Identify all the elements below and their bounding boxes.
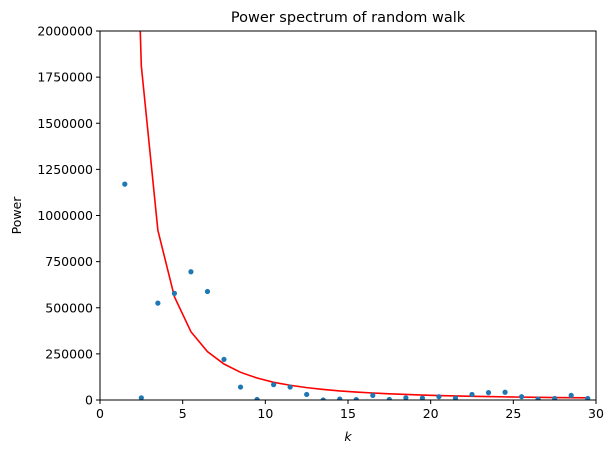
y-tick-label: 1500000 (37, 116, 93, 131)
data-point (386, 396, 392, 400)
data-point (485, 390, 492, 396)
data-point (287, 384, 293, 390)
data-point (237, 384, 244, 390)
data-point (204, 288, 211, 295)
y-tick-label: 750000 (45, 254, 93, 269)
y-tick-label: 2000000 (37, 24, 93, 39)
y-tick-label: 0 (85, 393, 93, 408)
x-tick-label: 20 (423, 406, 439, 421)
y-tick-label: 1250000 (37, 162, 93, 177)
x-axis-ticks: 0 5 10 15 20 25 30 (96, 400, 604, 421)
data-point (519, 394, 525, 400)
plot-area (122, 31, 591, 400)
data-point (320, 397, 326, 400)
y-tick-label: 500000 (45, 300, 93, 315)
data-point (171, 290, 177, 296)
y-tick-label: 1750000 (37, 70, 93, 85)
x-tick-label: 0 (96, 406, 104, 421)
x-tick-label: 10 (257, 406, 273, 421)
data-point (568, 392, 574, 398)
chart-title: Power spectrum of random walk (231, 10, 466, 26)
data-point (254, 396, 260, 400)
y-axis-ticks: 0 250000 500000 750000 1000000 1250000 1500000… (37, 24, 100, 408)
data-point (271, 382, 277, 388)
axes-frame (99, 30, 597, 401)
y-axis-label: Power (9, 196, 24, 235)
x-axis-label: k (344, 429, 352, 444)
data-point (403, 395, 409, 400)
data-point (138, 395, 144, 400)
data-point (304, 391, 310, 398)
data-point (188, 269, 194, 275)
data-point (552, 395, 558, 400)
data-point (436, 394, 442, 400)
data-point (502, 389, 508, 395)
data-point (452, 395, 459, 400)
data-point (419, 395, 425, 400)
fit-line (139, 31, 588, 399)
data-point (337, 396, 343, 400)
data-point (535, 396, 541, 400)
y-tick-label: 1000000 (37, 208, 93, 223)
data-point (585, 395, 591, 400)
x-tick-label: 5 (179, 406, 187, 421)
data-point (155, 300, 161, 306)
data-point (221, 356, 227, 363)
data-point (353, 397, 359, 400)
data-point (469, 391, 475, 398)
y-tick-label: 250000 (45, 346, 93, 361)
data-point (122, 181, 128, 187)
x-tick-label: 15 (340, 406, 356, 421)
data-point (370, 392, 376, 398)
x-tick-label: 30 (588, 406, 604, 421)
x-tick-label: 25 (505, 406, 521, 421)
